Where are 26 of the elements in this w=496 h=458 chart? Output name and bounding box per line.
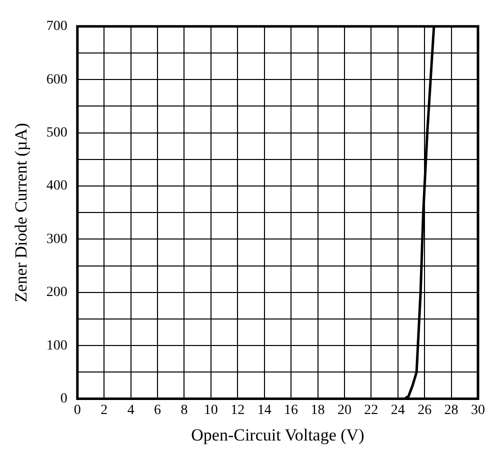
y-axis-title: Zener Diode Current (µA) (12, 122, 31, 302)
x-tick-label: 18 (310, 402, 325, 418)
x-tick-label: 4 (127, 402, 134, 418)
x-tick-label: 12 (230, 402, 245, 418)
x-tick-label: 0 (74, 402, 81, 418)
y-tick-label: 600 (46, 72, 68, 88)
y-tick-label: 400 (46, 178, 68, 194)
y-tick-label: 200 (46, 285, 68, 300)
x-tick-label: 30 (471, 402, 485, 418)
x-axis-title: Open-Circuit Voltage (V) (191, 425, 364, 444)
x-tick-label: 10 (204, 402, 218, 418)
y-tick-label: 700 (46, 19, 68, 34)
x-tick-label: 20 (337, 402, 352, 418)
x-tick-label: 24 (390, 402, 405, 418)
x-tick-label: 14 (257, 402, 272, 418)
x-tick-label: 22 (364, 402, 378, 418)
y-tick-label: 300 (46, 232, 68, 247)
x-tick-label: 16 (284, 402, 298, 418)
y-tick-label: 0 (60, 391, 68, 406)
x-tick-label: 28 (444, 402, 458, 418)
x-tick-label: 8 (180, 402, 188, 418)
y-tick-label: 100 (46, 338, 68, 354)
y-tick-label: 500 (46, 125, 68, 140)
x-tick-label: 2 (100, 402, 108, 418)
x-tick-label: 26 (418, 402, 432, 418)
x-tick-label: 6 (154, 402, 162, 418)
